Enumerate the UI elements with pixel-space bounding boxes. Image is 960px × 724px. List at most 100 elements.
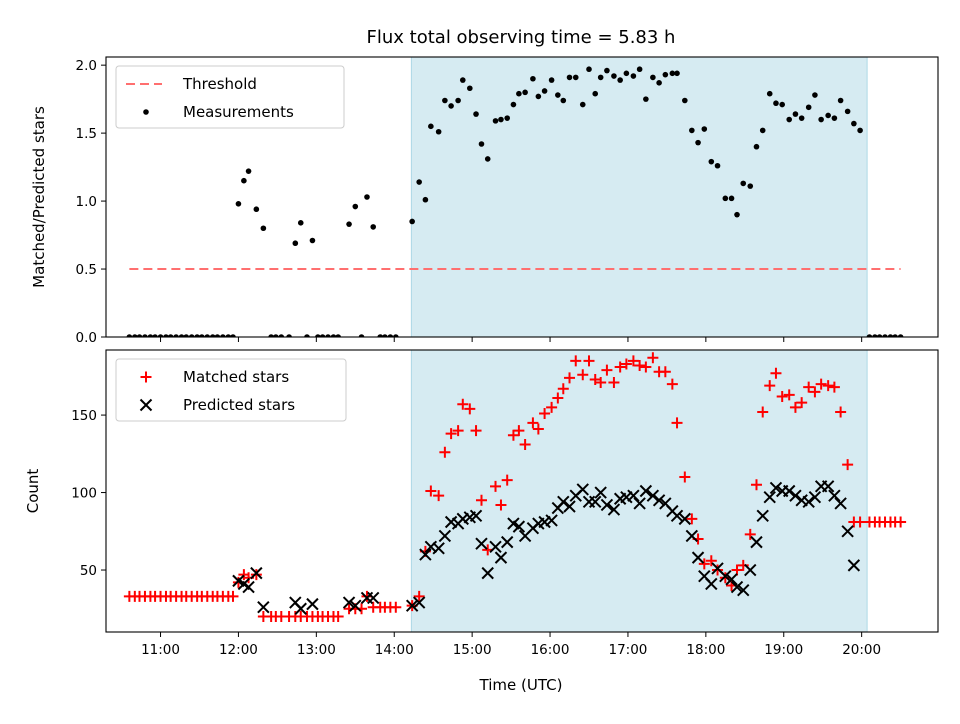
legend-label: Matched stars xyxy=(183,368,289,386)
measurement-point xyxy=(136,334,143,337)
x-tick-label: 19:00 xyxy=(764,642,803,658)
measurement-point xyxy=(643,96,649,102)
measurement-point xyxy=(319,334,326,337)
matched-star-point xyxy=(764,380,776,392)
matched-star-point xyxy=(614,361,626,373)
measurement-point xyxy=(701,126,708,132)
measurement-point xyxy=(335,334,341,337)
legend-box xyxy=(115,65,345,129)
matched-star-point xyxy=(583,355,595,367)
measurement-point xyxy=(309,237,316,244)
predicted-star-point xyxy=(750,535,763,549)
predicted-star-point xyxy=(139,398,153,412)
matched-star-point xyxy=(552,392,564,404)
measurement-point xyxy=(779,101,785,108)
measurement-point xyxy=(459,77,466,83)
x-tick-label: 18:00 xyxy=(686,642,725,658)
measurement-point xyxy=(173,334,179,337)
matched-star-point xyxy=(634,359,646,371)
measurement-point xyxy=(669,70,676,77)
measurement-point xyxy=(708,158,715,165)
plot-frame xyxy=(105,349,939,633)
matched-star-point xyxy=(627,355,639,367)
measurement-point xyxy=(235,200,242,207)
measurement-point xyxy=(597,74,604,81)
measurement-point xyxy=(230,334,236,337)
predicted-star-point xyxy=(294,602,307,615)
measurement-point xyxy=(740,180,747,187)
measurement-point xyxy=(747,183,754,189)
measurement-point xyxy=(812,92,818,98)
x-tick-label: 20:00 xyxy=(842,642,881,658)
predicted-star-point xyxy=(821,480,835,493)
measurement-point xyxy=(682,97,688,104)
predicted-star-point xyxy=(342,596,356,609)
predicted-star-point xyxy=(639,484,653,498)
y-tick-label: 1.0 xyxy=(76,194,97,210)
matched-star-point xyxy=(895,516,907,528)
matched-star-point xyxy=(789,401,801,413)
y-tick-label: 0.0 xyxy=(76,330,97,346)
measurement-point xyxy=(325,334,331,337)
matched-star-point xyxy=(227,590,239,602)
predicted-star-point xyxy=(432,542,445,555)
measurement-point xyxy=(409,218,415,225)
measurement-point xyxy=(435,128,442,135)
matched-star-point xyxy=(776,390,788,402)
measurement-point xyxy=(844,108,851,115)
measurement-point xyxy=(152,334,158,337)
count-panel: 11:00 12:00 13:00 14:00 15:00 16:00 17:00 18:00… xyxy=(24,349,939,658)
measurement-point xyxy=(541,88,548,94)
matched-star-point xyxy=(570,355,582,367)
predicted-star-point xyxy=(652,494,666,507)
matched-star-point xyxy=(666,378,678,390)
predicted-star-point xyxy=(828,489,841,502)
matched-star-point xyxy=(712,564,724,576)
measurement-point xyxy=(157,334,164,337)
legend-measurements-swatch xyxy=(143,109,149,115)
matched-star-point xyxy=(501,474,513,486)
measurement-point xyxy=(662,71,669,78)
predicted-star-point xyxy=(306,597,319,611)
measurement-point xyxy=(260,225,267,232)
matched-star-point xyxy=(698,558,710,570)
measurement-point xyxy=(167,334,174,337)
measurement-point xyxy=(382,334,388,337)
predicted-star-point xyxy=(646,489,660,502)
predicted-star-point xyxy=(494,551,508,564)
legend: Threshold Measurements xyxy=(115,65,345,129)
legend-predicted-swatch xyxy=(139,398,153,412)
measurement-point xyxy=(377,334,384,337)
measurement-point xyxy=(831,115,838,121)
measurement-point xyxy=(611,73,617,79)
predicted-star-point xyxy=(769,481,783,495)
x-axis-label: Time (UTC) xyxy=(479,676,563,694)
matched-star-point xyxy=(140,371,152,383)
measurement-point xyxy=(478,141,485,147)
measurement-point xyxy=(766,90,773,97)
measurement-point xyxy=(695,139,701,146)
x-tick-label: 16:00 xyxy=(531,642,570,658)
predicted-star-point xyxy=(250,566,263,580)
predicted-star-point xyxy=(366,591,380,605)
matched-star-point xyxy=(770,367,782,379)
predicted-star-point xyxy=(685,529,699,543)
measurement-point xyxy=(866,334,873,337)
measurement-point xyxy=(245,168,252,174)
measurement-point xyxy=(636,66,643,73)
matched-star-point xyxy=(731,564,743,576)
predicted-star-point xyxy=(763,490,776,504)
predicted-star-point xyxy=(633,497,646,510)
legend-label: Measurements xyxy=(183,103,294,121)
predicted-star-point xyxy=(576,483,589,496)
measurement-point xyxy=(315,334,321,337)
measurement-point xyxy=(579,101,586,108)
predicted-star-point xyxy=(545,514,558,527)
measurement-point xyxy=(818,116,824,123)
predicted-star-point xyxy=(789,489,802,502)
matched-star-point xyxy=(577,369,589,381)
y-tick-label: 2.0 xyxy=(76,58,97,74)
predicted-star-point xyxy=(419,548,432,561)
measurement-point xyxy=(656,80,662,86)
